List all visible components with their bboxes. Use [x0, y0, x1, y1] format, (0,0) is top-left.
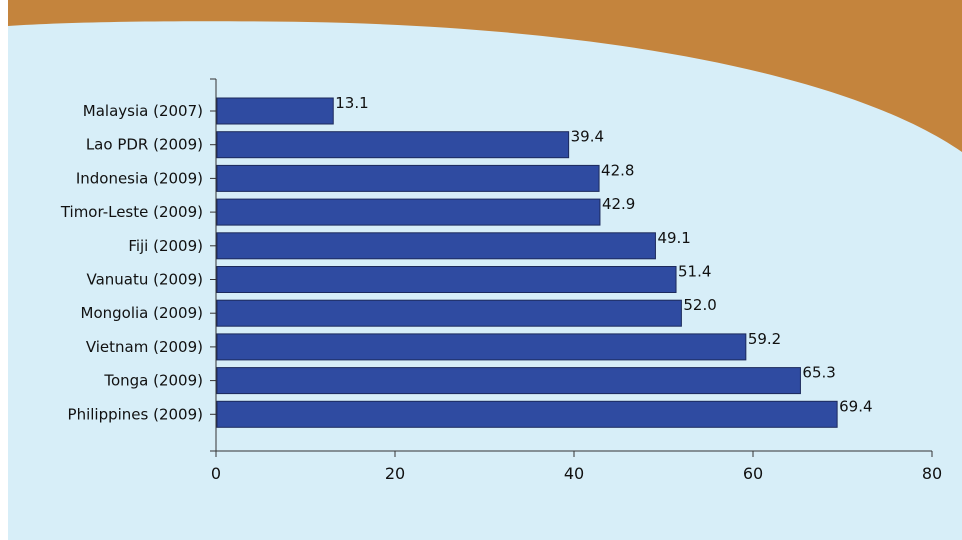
bar: [216, 299, 682, 327]
chart-bars: 13.1 39.4 42.8 42.9 49.1 51.4 52.0 59.2 65.369.4: [216, 94, 873, 428]
bar: [216, 198, 601, 226]
bar-value-label: 52.0: [683, 296, 716, 314]
category-label: Mongolia (2009): [81, 304, 204, 322]
bar: [216, 97, 334, 125]
x-tick-label: 60: [743, 464, 763, 483]
chart-axes: 0 20 40 60 80 Malaysia (2007) Lao PDR (2009) In…: [60, 78, 942, 483]
bar: [216, 131, 570, 159]
x-tick-label: 0: [211, 464, 221, 483]
category-label: Timor-Leste (2009): [60, 203, 203, 221]
bar-value-label: 42.8: [601, 161, 634, 179]
category-label: Vietnam (2009): [86, 338, 203, 356]
category-label: Fiji (2009): [128, 237, 203, 255]
x-tick-label: 40: [564, 464, 584, 483]
bar: [216, 266, 677, 293]
bar: [216, 400, 838, 428]
swoosh-shape: [8, 0, 962, 152]
bar-value-label: 65.3: [802, 364, 835, 382]
category-label: Philippines (2009): [68, 405, 203, 423]
bar-value-label: 13.1: [335, 94, 368, 112]
category-label: Indonesia (2009): [76, 169, 203, 187]
x-tick-label: 80: [922, 464, 942, 483]
bar-value-label: 49.1: [657, 229, 690, 247]
bar-value-label: 59.2: [748, 330, 781, 348]
category-label: Vanuatu (2009): [86, 271, 203, 289]
bar: [216, 164, 600, 192]
bar: [216, 232, 656, 260]
bar-value-label: 51.4: [678, 263, 711, 281]
bar-value-label: 69.4: [839, 397, 872, 415]
category-label: Malaysia (2007): [83, 102, 203, 120]
x-tick-label: 20: [385, 464, 405, 483]
bar-value-label: 39.4: [571, 128, 604, 146]
category-label: Tonga (2009): [103, 372, 203, 390]
bar: [216, 367, 801, 395]
bar: [216, 333, 747, 361]
bar-value-label: 42.9: [602, 195, 635, 213]
decorative-swoosh: [8, 0, 962, 152]
category-label: Lao PDR (2009): [86, 136, 203, 154]
